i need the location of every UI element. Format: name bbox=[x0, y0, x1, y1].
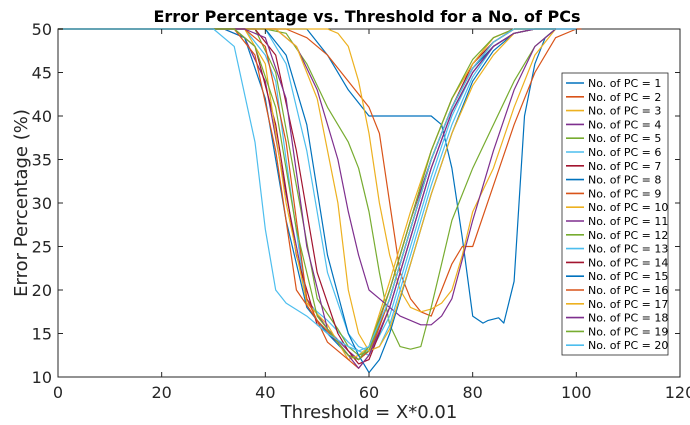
legend-label-12: No. of PC = 12 bbox=[588, 229, 668, 242]
series-line-17 bbox=[58, 28, 556, 352]
series-line-3 bbox=[58, 28, 577, 313]
legend-label-16: No. of PC = 16 bbox=[588, 284, 668, 297]
legend-label-10: No. of PC = 10 bbox=[588, 201, 668, 214]
axes-layer: 0 20 40 60 80 100 120 10 15 20 25 30 35 40 45 50 bbox=[32, 20, 690, 402]
x-tick-label: 0 bbox=[53, 383, 63, 402]
legend-label-13: No. of PC = 13 bbox=[588, 243, 668, 256]
series-line-2 bbox=[58, 28, 582, 317]
y-tick-label: 30 bbox=[32, 194, 52, 213]
x-axis-title: Threshold = X*0.01 bbox=[280, 402, 458, 423]
legend-label-18: No. of PC = 18 bbox=[588, 312, 668, 325]
y-tick-label: 10 bbox=[32, 368, 52, 387]
legend-box bbox=[561, 72, 669, 356]
legend-label-14: No. of PC = 14 bbox=[588, 256, 668, 269]
x-tick-label: 40 bbox=[255, 383, 275, 402]
series-line-15 bbox=[58, 28, 556, 374]
y-tick-label: 40 bbox=[32, 107, 52, 126]
y-tick-label: 35 bbox=[32, 151, 52, 170]
legend-label-20: No. of PC = 20 bbox=[588, 339, 668, 352]
legend-label-15: No. of PC = 15 bbox=[588, 270, 668, 283]
legend-label-3: No. of PC = 3 bbox=[588, 105, 661, 118]
legend-label-5: No. of PC = 5 bbox=[588, 132, 661, 145]
x-tick-label: 100 bbox=[561, 383, 592, 402]
series-line-1 bbox=[58, 28, 582, 324]
y-axis-title: Error Percentage (%) bbox=[11, 109, 32, 297]
y-tick-label: 25 bbox=[32, 238, 52, 257]
y-tick-label: 45 bbox=[32, 64, 52, 83]
series-line-5 bbox=[58, 28, 556, 350]
legend-label-6: No. of PC = 6 bbox=[588, 146, 661, 159]
legend: No. of PC = 1No. of PC = 2No. of PC = 3N… bbox=[561, 72, 669, 356]
legend-label-2: No. of PC = 2 bbox=[588, 91, 661, 104]
legend-label-1: No. of PC = 1 bbox=[588, 77, 661, 90]
legend-label-8: No. of PC = 8 bbox=[588, 174, 661, 187]
legend-label-4: No. of PC = 4 bbox=[588, 118, 661, 131]
series-layer bbox=[58, 28, 582, 374]
chart-title: Error Percentage vs. Threshold for a No.… bbox=[153, 7, 580, 26]
x-tick-label: 60 bbox=[359, 383, 379, 402]
legend-label-17: No. of PC = 17 bbox=[588, 298, 668, 311]
x-tick-label: 20 bbox=[151, 383, 171, 402]
series-line-18 bbox=[58, 28, 556, 369]
x-tick-label: 120 bbox=[665, 383, 690, 402]
legend-label-7: No. of PC = 7 bbox=[588, 160, 661, 173]
series-line-11 bbox=[58, 28, 556, 326]
y-tick-label: 20 bbox=[32, 281, 52, 300]
x-tick-label: 80 bbox=[462, 383, 482, 402]
legend-label-9: No. of PC = 9 bbox=[588, 187, 661, 200]
legend-label-11: No. of PC = 11 bbox=[588, 215, 668, 228]
y-tick-label: 50 bbox=[32, 20, 52, 39]
legend-label-19: No. of PC = 19 bbox=[588, 325, 668, 338]
y-tick-label: 15 bbox=[32, 325, 52, 344]
series-line-20 bbox=[58, 28, 556, 352]
